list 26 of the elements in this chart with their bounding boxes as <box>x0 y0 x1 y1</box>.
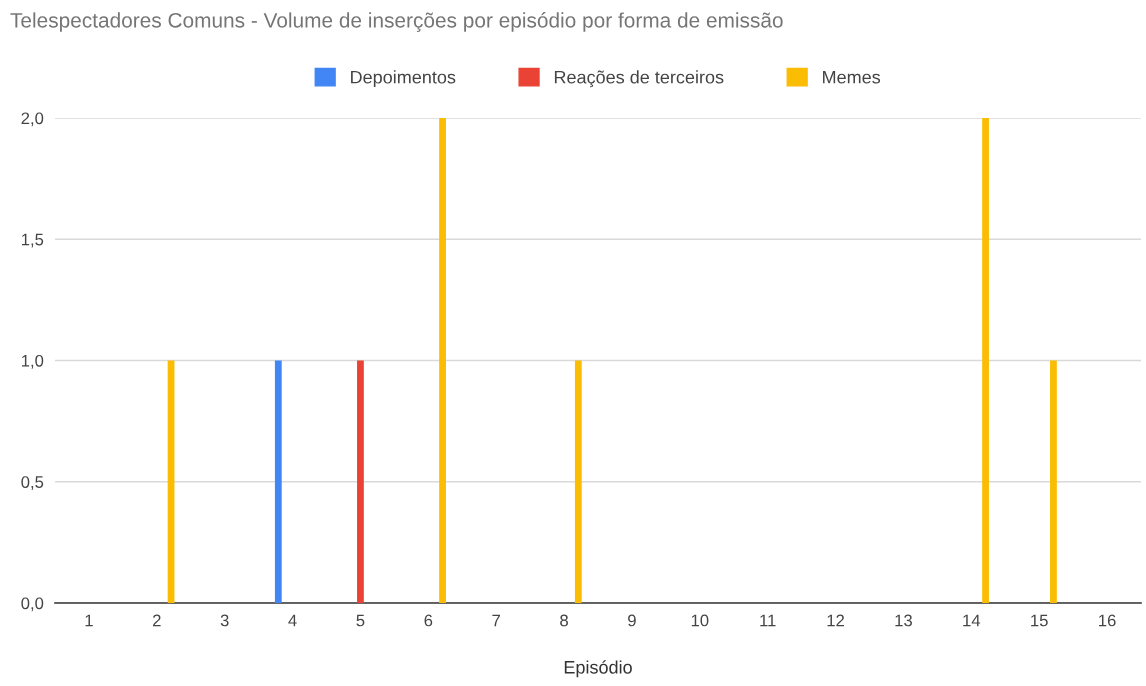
y-tick-label: 2,0 <box>21 112 44 127</box>
y-tick-label: 1,0 <box>21 354 44 369</box>
y-tick-label: 0,0 <box>21 597 44 612</box>
x-tick-label: 14 <box>963 614 981 627</box>
x-tick-label: 2 <box>153 614 161 627</box>
x-tick-label: 10 <box>691 614 709 627</box>
x-tick-label: 6 <box>424 614 433 627</box>
x-tick-label: 15 <box>1031 614 1048 627</box>
y-tick-label: 1,5 <box>21 233 44 248</box>
x-tick-label: 13 <box>895 614 912 627</box>
x-tick-label: 3 <box>220 614 229 627</box>
x-tick-label: 7 <box>492 614 500 627</box>
chart-title: Telespectadores Comuns - Volume de inserções por episódio por forma de emissão <box>10 12 783 32</box>
x-tick-label: 5 <box>356 614 365 627</box>
legend-label: Memes <box>823 70 881 84</box>
x-tick-label: 1 <box>85 614 93 627</box>
x-tick-label: 11 <box>760 614 776 627</box>
x-tick-label: 4 <box>288 614 297 627</box>
legend-label: Depoimentos <box>351 70 456 88</box>
legend-label: Reações de terceiros <box>554 70 724 88</box>
y-tick-label: 0,5 <box>21 476 44 490</box>
x-tick-label: 8 <box>560 614 568 627</box>
x-tick-label: 16 <box>1099 614 1116 627</box>
x-tick-label: 12 <box>827 614 844 627</box>
x-axis-title: Episódio <box>564 660 632 678</box>
x-tick-label: 9 <box>628 614 636 627</box>
